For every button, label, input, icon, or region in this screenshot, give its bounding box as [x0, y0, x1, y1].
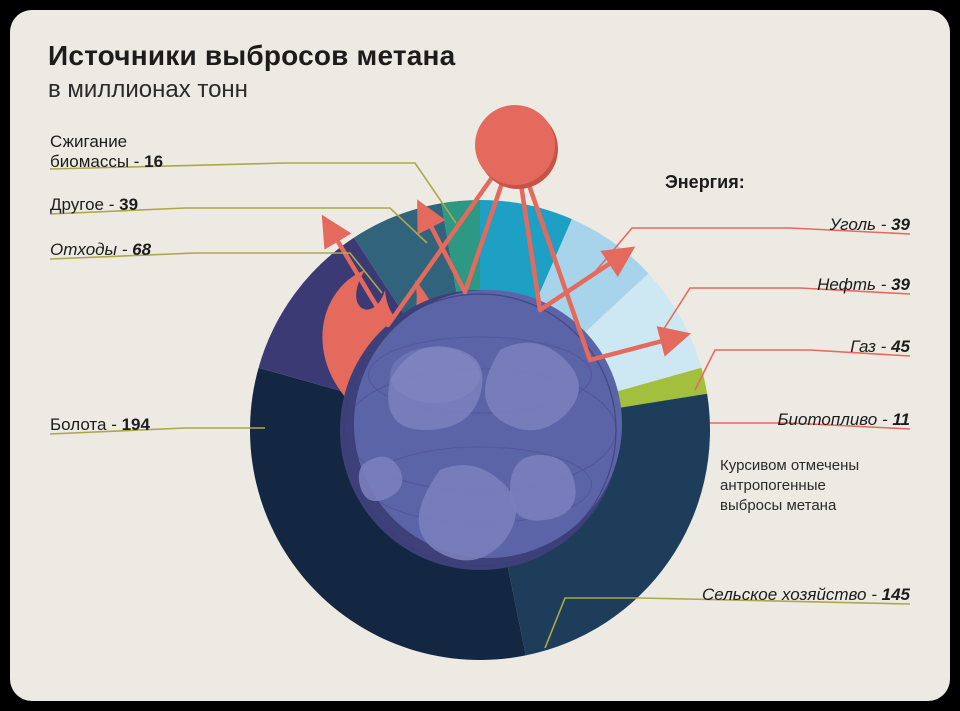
label-waste: Отходы - 68 — [50, 240, 152, 259]
energy-group-label: Энергия: — [665, 172, 745, 192]
label-gas: Газ - 45 — [850, 337, 910, 356]
label-wetlands: Болота - 194 — [50, 415, 151, 434]
label-biomass: Сжиганиебиомассы - 16 — [50, 132, 163, 171]
italic-note: Курсивом отмеченыантропогенныевыбросы ме… — [720, 457, 859, 514]
label-coal: Уголь - 39 — [829, 215, 911, 234]
infographic-card: Источники выбросов метана в миллионах то… — [10, 10, 950, 701]
methane-pie-chart: Уголь - 39 Нефть - 39 Газ - 45 Биотопливо -… — [10, 10, 950, 701]
label-oil: Нефть - 39 — [817, 275, 910, 294]
sun-icon — [475, 105, 555, 185]
label-other: Другое - 39 — [50, 195, 138, 214]
label-agri: Сельское хозяйство - 145 — [702, 585, 911, 604]
label-biofuel: Биотопливо - 11 — [777, 410, 910, 429]
